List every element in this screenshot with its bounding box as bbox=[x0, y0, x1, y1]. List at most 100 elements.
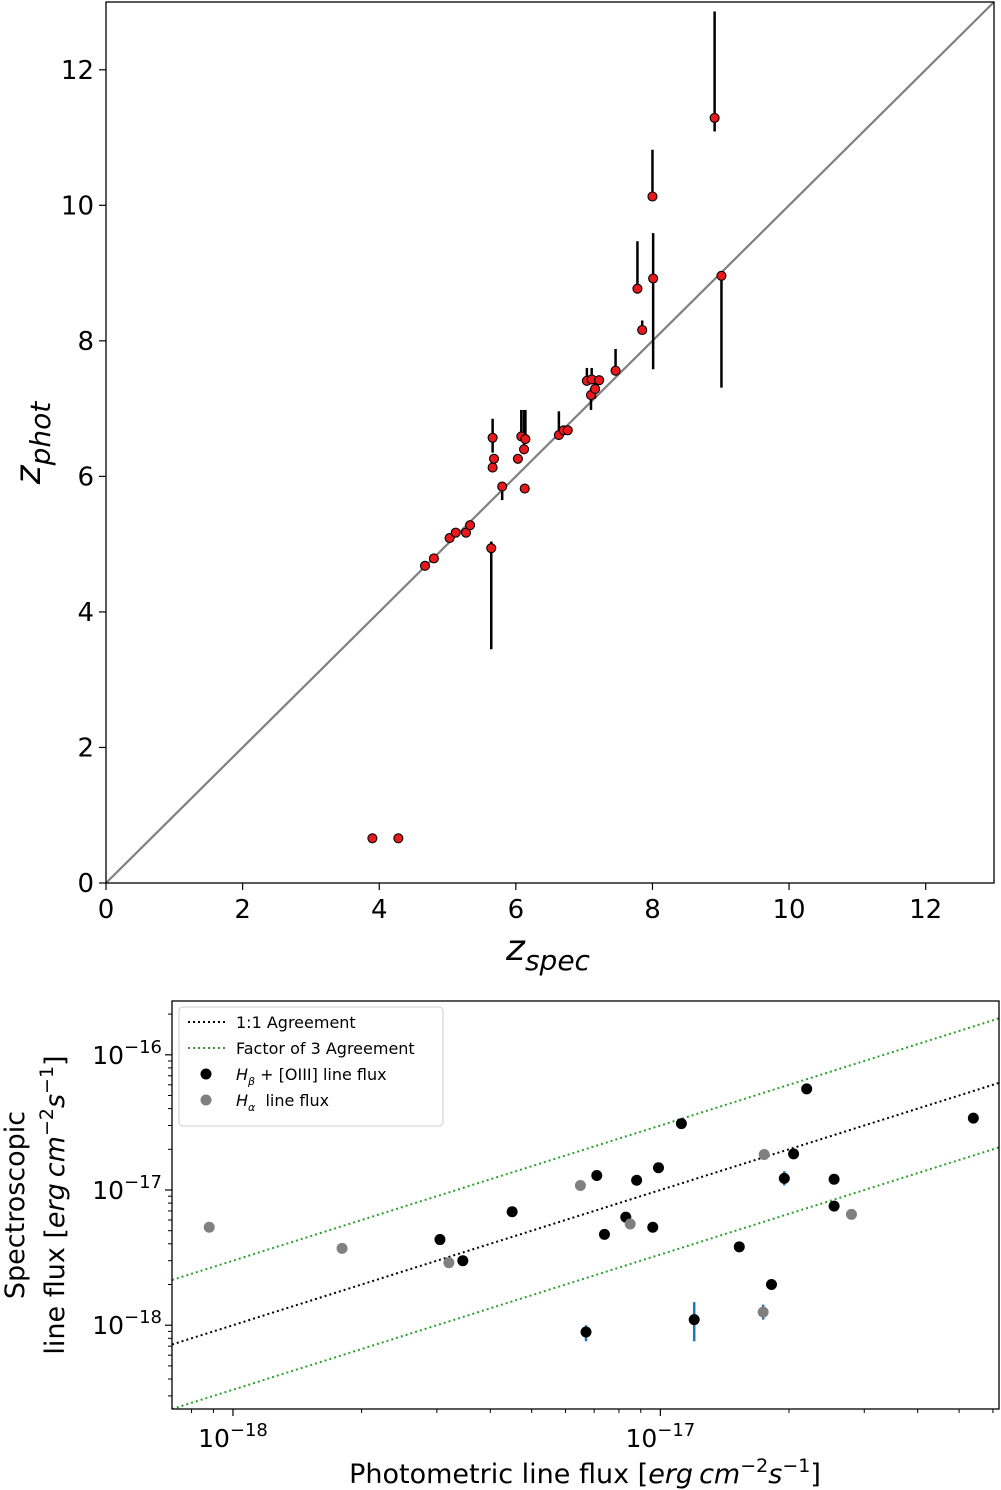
redshift-point bbox=[709, 112, 720, 123]
flux-point bbox=[598, 1228, 610, 1240]
legend-hbeta-h: H bbox=[236, 1065, 248, 1084]
top-y-label-base: z bbox=[8, 464, 49, 485]
flux-point bbox=[758, 1149, 770, 1161]
one-to-one-diagonal bbox=[105, 1, 995, 884]
y-tick-label: 2 bbox=[77, 733, 94, 763]
flux-point bbox=[624, 1218, 636, 1230]
bottom-x-label-open: [ bbox=[638, 1459, 649, 1490]
legend-swatch-halpha bbox=[200, 1094, 212, 1106]
bottom-x-label-erg: erg bbox=[648, 1459, 693, 1490]
redshift-point bbox=[419, 560, 431, 571]
flux-point bbox=[757, 1306, 769, 1318]
redshift-point bbox=[487, 462, 498, 473]
flux-point bbox=[591, 1170, 603, 1182]
redshift-point bbox=[518, 444, 530, 455]
y-tick-label: 10−18 bbox=[92, 1307, 162, 1340]
flux-point bbox=[845, 1208, 857, 1220]
flux-point bbox=[443, 1257, 455, 1269]
redshift-point bbox=[488, 453, 500, 464]
bottom-y-axis-label: Spectroscopic line flux [erg cm−2s−1] bbox=[0, 1055, 71, 1354]
flux-point bbox=[733, 1241, 745, 1253]
flux-point bbox=[778, 1172, 790, 1184]
redshift-point bbox=[647, 191, 658, 202]
legend-hbeta-rest: + [OIII] line flux bbox=[255, 1065, 387, 1084]
y-tick-label: 4 bbox=[77, 598, 94, 628]
bottom-y-label-line1: Spectroscopic bbox=[0, 1111, 31, 1299]
legend-halpha-sub: α bbox=[248, 1101, 256, 1114]
top-x-label-sub: spec bbox=[525, 944, 591, 977]
flux-errorbars bbox=[584, 1171, 786, 1342]
redshift-point bbox=[465, 520, 476, 531]
x-tick-label: 10−18 bbox=[198, 1420, 268, 1453]
flux-point bbox=[801, 1083, 813, 1095]
bottom-y-label-s: s bbox=[40, 1094, 71, 1108]
y-tick-label: 8 bbox=[77, 327, 94, 357]
flux-point bbox=[688, 1314, 700, 1326]
y-tick-label: 10−17 bbox=[92, 1172, 162, 1205]
redshift-point bbox=[393, 833, 404, 844]
top-y-label-sub: phot bbox=[24, 401, 57, 467]
bottom-x-label-text: Photometric line flux bbox=[349, 1459, 638, 1490]
flux-point bbox=[580, 1326, 592, 1338]
x-tick-label: 12 bbox=[909, 895, 942, 925]
legend-halpha-rest: line flux bbox=[255, 1091, 329, 1110]
redshift-point bbox=[590, 383, 601, 395]
y-tick-label: 6 bbox=[77, 462, 94, 492]
flux-point bbox=[652, 1162, 664, 1174]
x-tick-label: 2 bbox=[234, 895, 251, 925]
redshift-point bbox=[610, 365, 621, 376]
y-tick-label: 10 bbox=[61, 191, 94, 221]
bottom-x-label-close: ] bbox=[810, 1459, 821, 1490]
bottom-y-label-close: ] bbox=[40, 1055, 71, 1066]
top-x-axis-label: zspec bbox=[505, 928, 590, 977]
x-tick-label: 0 bbox=[98, 895, 115, 925]
redshift-point bbox=[486, 543, 497, 554]
bottom-y-label-cm: cm bbox=[40, 1136, 71, 1177]
flux-point bbox=[828, 1200, 840, 1212]
legend-label-hbeta: Hβ + [OIII] line flux bbox=[236, 1065, 387, 1088]
redshift-point bbox=[450, 527, 461, 538]
flux-point bbox=[506, 1206, 518, 1218]
flux-point bbox=[434, 1234, 446, 1246]
redshift-point bbox=[637, 324, 648, 336]
line-flux-panel: 10−18 10−17 10−18 10−17 10−16 1:1 Agreement … bbox=[0, 1000, 1000, 1490]
flux-point bbox=[336, 1242, 348, 1254]
y-tick-label: 0 bbox=[77, 869, 94, 899]
flux-point bbox=[457, 1255, 469, 1267]
redshift-point bbox=[562, 425, 573, 436]
x-tick-label: 10−17 bbox=[625, 1420, 695, 1453]
top-x-label-base: z bbox=[505, 928, 526, 969]
flux-point bbox=[828, 1173, 840, 1185]
bottom-y-label-exp1: −1 bbox=[36, 1066, 58, 1094]
bottom-x-label-s: s bbox=[768, 1459, 782, 1490]
bottom-x-label-exp2: −2 bbox=[740, 1455, 768, 1477]
flux-point bbox=[631, 1174, 643, 1186]
legend-halpha-h: H bbox=[236, 1091, 248, 1110]
flux-point bbox=[788, 1148, 800, 1160]
flux-point bbox=[647, 1221, 659, 1233]
x-tick-label: 10 bbox=[773, 895, 806, 925]
x-tick-label: 4 bbox=[371, 895, 388, 925]
flux-point bbox=[967, 1112, 979, 1124]
bottom-axis-ticks: 10−18 10−17 10−18 10−17 10−16 bbox=[92, 1013, 994, 1453]
redshift-point bbox=[519, 483, 530, 494]
x-tick-label: 6 bbox=[508, 895, 525, 925]
bottom-x-label-exp1: −1 bbox=[782, 1455, 810, 1477]
bottom-x-label-cm: cm bbox=[699, 1459, 740, 1490]
bottom-x-axis-label: Photometric line flux [erg cm−2s−1] bbox=[349, 1455, 821, 1490]
legend-label-one-to-one: 1:1 Agreement bbox=[236, 1013, 356, 1032]
redshift-point bbox=[460, 527, 472, 538]
legend-label-halpha: Hα line flux bbox=[236, 1091, 329, 1114]
legend-box bbox=[178, 1006, 444, 1127]
flux-point bbox=[203, 1221, 215, 1233]
flux-point bbox=[765, 1279, 777, 1291]
x-tick-label: 8 bbox=[644, 895, 661, 925]
top-axis-ticks: 0 2 4 6 8 10 12 0 2 4 6 8 10 12 bbox=[61, 56, 942, 925]
redshift-points bbox=[367, 112, 727, 844]
legend-swatch-hbeta bbox=[200, 1068, 212, 1080]
redshift-point bbox=[497, 481, 508, 492]
y-tick-label: 12 bbox=[61, 56, 94, 86]
redshift-point bbox=[512, 453, 523, 464]
flux-point bbox=[675, 1118, 687, 1130]
